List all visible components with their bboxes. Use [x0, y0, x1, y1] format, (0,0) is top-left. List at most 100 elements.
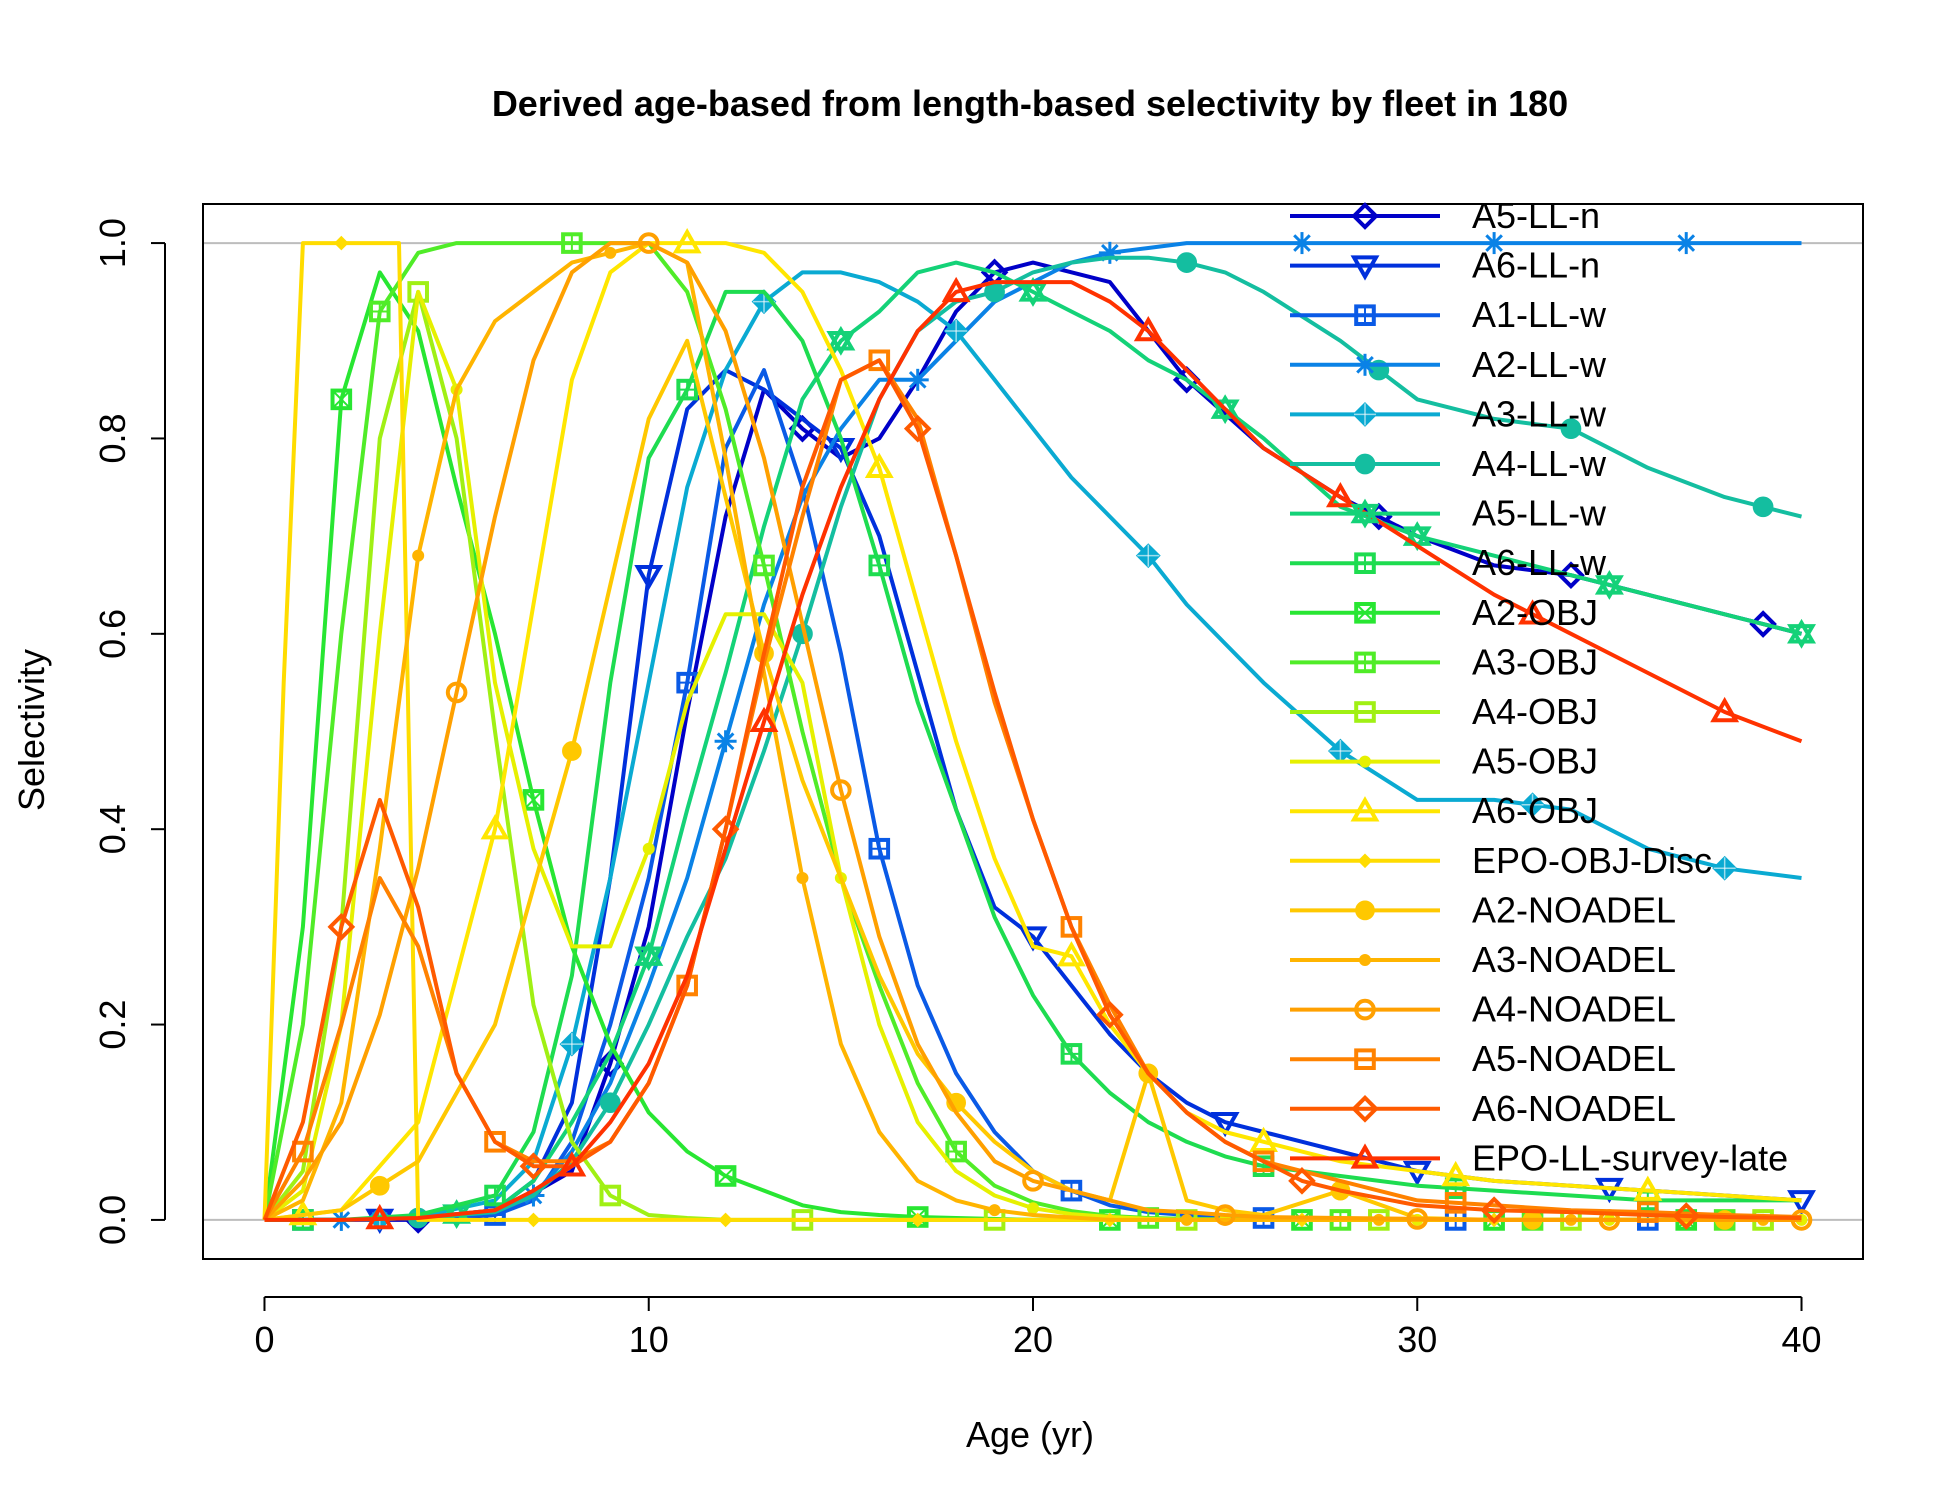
series-marker — [445, 681, 468, 704]
series-marker — [796, 872, 809, 885]
series-marker — [941, 276, 971, 303]
marker-ray — [1677, 234, 1696, 252]
legend-item: A3-NOADEL — [1290, 939, 1676, 980]
y-axis-label: Selectivity — [11, 649, 52, 811]
legend-item: A3-LL-w — [1290, 393, 1607, 434]
y-tick-label: 0.6 — [92, 609, 133, 659]
series-marker — [562, 741, 582, 761]
series-marker — [1480, 1196, 1508, 1224]
legend-label: A5-OBJ — [1472, 741, 1598, 782]
series-marker — [484, 1130, 506, 1153]
series-marker — [1357, 853, 1373, 869]
legend-item: A3-OBJ — [1290, 641, 1598, 682]
series-marker — [1252, 1150, 1275, 1173]
legend-label: A2-NOADEL — [1472, 889, 1676, 930]
marker-square — [714, 1165, 737, 1187]
series-marker — [1056, 941, 1086, 967]
series-marker — [604, 246, 617, 259]
series-marker — [1210, 394, 1240, 425]
series-marker — [365, 1203, 395, 1230]
series-marker — [1176, 252, 1198, 273]
x-axis: 0 10 20 30 40 — [254, 1296, 1822, 1360]
series-marker — [1354, 304, 1376, 326]
series-marker — [1352, 401, 1378, 427]
legend-label: EPO-OBJ-Disc — [1472, 840, 1712, 881]
series-marker — [1325, 482, 1355, 508]
series-A4-NOADEL — [263, 232, 1813, 1231]
legend-item: A6-OBJ — [1290, 790, 1598, 831]
marker-tri-down — [1350, 503, 1380, 529]
legend-label: A4-LL-w — [1472, 443, 1607, 484]
plot-area — [203, 228, 1863, 1234]
series-marker — [1180, 1213, 1193, 1226]
marker-ray — [1356, 355, 1374, 374]
series-marker — [868, 837, 891, 860]
legend-item: A6-NOADEL — [1290, 1088, 1676, 1129]
series-marker — [1350, 796, 1380, 822]
series-marker — [1060, 1043, 1083, 1065]
legend-item: A4-LL-w — [1290, 443, 1607, 484]
legend-item: EPO-LL-survey-late — [1290, 1137, 1788, 1178]
series-marker — [522, 789, 545, 811]
series-marker — [1354, 651, 1376, 674]
series-line — [264, 241, 1802, 1222]
legend: A5-LL-n A6-LL-n A1-LL-w A2-LL-w A3-LL-w A4-LL… — [1290, 195, 1788, 1178]
series-marker — [714, 1165, 737, 1187]
legend-label: A3-LL-w — [1472, 393, 1607, 434]
legend-label: A3-NOADEL — [1472, 939, 1676, 980]
series-marker — [634, 941, 664, 972]
legend-label: A2-LL-w — [1472, 344, 1607, 385]
marker-ray — [1293, 234, 1311, 252]
series-marker — [557, 1151, 587, 1177]
series-A6-LL-w — [264, 289, 1802, 1231]
series-marker — [1483, 232, 1506, 255]
legend-item: A5-LL-w — [1290, 493, 1607, 534]
series-marker — [868, 349, 891, 372]
legend-label: A6-LL-n — [1472, 245, 1600, 286]
marker-square — [330, 388, 353, 411]
series-marker — [1637, 1201, 1659, 1223]
series-line — [264, 289, 1802, 1222]
y-axis: 0.0 0.2 0.4 0.6 0.8 1.0 — [92, 218, 166, 1245]
legend-item: A1-LL-w — [1290, 294, 1607, 335]
series-A6-NOADEL — [262, 358, 1802, 1230]
series-marker — [903, 414, 932, 443]
x-tick-label: 30 — [1397, 1319, 1437, 1360]
series-marker — [1672, 1202, 1701, 1230]
series-marker — [1594, 570, 1624, 600]
series-marker — [292, 1140, 314, 1163]
series-marker — [1350, 498, 1380, 529]
legend-item: A4-NOADEL — [1290, 989, 1676, 1030]
legend-label: A5-LL-n — [1472, 195, 1600, 236]
series-marker — [484, 1184, 506, 1207]
series-line — [263, 241, 1802, 1222]
series-marker — [945, 1140, 967, 1163]
series-marker — [1518, 599, 1547, 625]
marker-tri-down — [1594, 575, 1624, 600]
legend-label: A6-LL-w — [1472, 542, 1607, 583]
y-tick-label: 0.4 — [92, 804, 133, 854]
legend-label: A4-NOADEL — [1472, 989, 1676, 1030]
x-axis-label: Age (yr) — [966, 1414, 1094, 1455]
series-marker — [1351, 1094, 1379, 1123]
marker-tri-down — [1018, 282, 1048, 307]
series-marker — [1441, 1160, 1471, 1187]
series-marker — [1354, 1048, 1376, 1071]
series-marker — [1520, 792, 1545, 818]
series-marker — [988, 1204, 1001, 1217]
series-marker — [1060, 916, 1083, 938]
series-marker — [714, 730, 737, 753]
series-marker — [1354, 602, 1376, 624]
series-marker — [906, 368, 929, 391]
marker-diag2 — [331, 389, 351, 409]
series-marker — [1787, 618, 1817, 649]
series-EPO-LL-survey-late — [264, 276, 1803, 1230]
y-tick-label: 0.2 — [92, 1000, 133, 1050]
marker-tri-down — [1787, 624, 1817, 649]
legend-label: A2-OBJ — [1472, 592, 1598, 633]
marker-square — [522, 789, 545, 811]
series-marker — [749, 706, 779, 732]
series-marker — [1018, 276, 1048, 307]
marker-tri-down — [634, 946, 664, 972]
